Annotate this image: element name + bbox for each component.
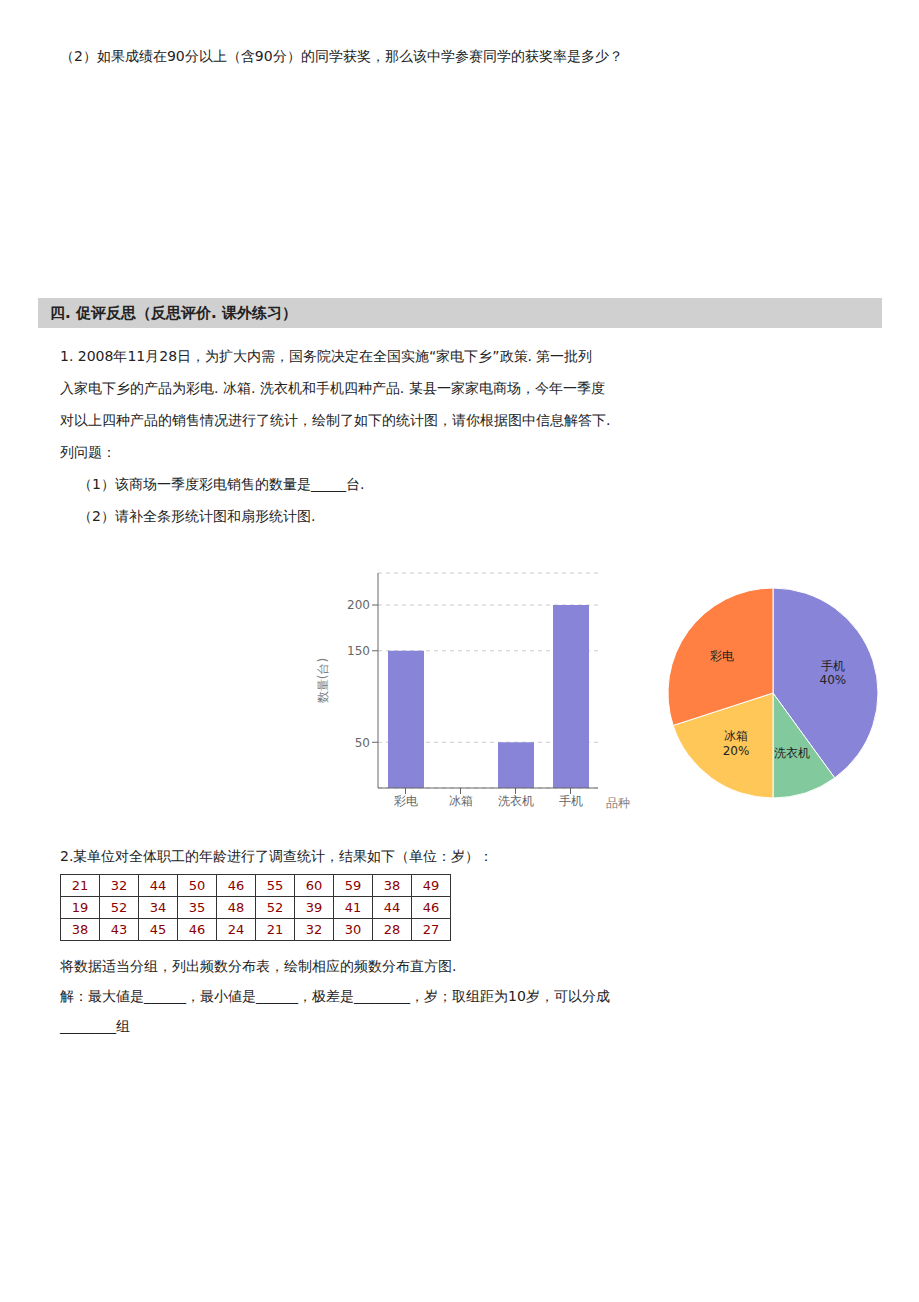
html-text:44: 44 (149, 878, 167, 893)
html-text:41: 41 (344, 900, 362, 915)
html-text:48: 48 (227, 900, 245, 915)
svg-text:50: 50 (355, 736, 370, 750)
html-text:32: 32 (305, 922, 323, 937)
html-text:32: 32 (110, 878, 128, 893)
html-text:（2）如果成绩在90分以上（含90分）的同学获奖，那么该中学: （2）如果成绩在90分以上（含90分）的同学获奖，那么该中学参赛同学的获奖率是多… (60, 48, 623, 64)
html-text:四. 促评反思（反思评价. 课外练习）: 四. 促评反思（反思评价. 课外练习） (50, 304, 297, 322)
html-text:解：最大値是______，最小値是______，极差是___: 解：最大値是______，最小値是______，极差是________，岁；取组… (60, 988, 610, 1004)
html-text:21: 21 (71, 878, 89, 893)
html-text:27: 27 (422, 922, 440, 937)
html-text:43: 43 (110, 922, 128, 937)
svg-text:数量(台): 数量(台) (316, 658, 330, 703)
svg-text:冰箱20%: 冰箱20% (723, 729, 750, 757)
html-text:38: 38 (383, 878, 401, 893)
html-text:35: 35 (188, 900, 206, 915)
svg-text:品种: 品种 (606, 796, 630, 810)
html-text:34: 34 (149, 900, 167, 915)
html-text:52: 52 (110, 900, 128, 915)
html-text:46: 46 (227, 878, 245, 893)
html-text:59: 59 (344, 878, 362, 893)
svg-text:200: 200 (347, 598, 370, 612)
svg-text:150: 150 (347, 644, 370, 658)
html-text:24: 24 (227, 922, 245, 937)
html-text:60: 60 (305, 878, 323, 893)
svg-text:洗衣机: 洗衣机 (774, 746, 810, 760)
html-text:45: 45 (149, 922, 167, 937)
html-text:列问题：: 列问题： (60, 444, 116, 460)
html-text:46: 46 (188, 922, 206, 937)
html-text:21: 21 (266, 922, 284, 937)
html-text:28: 28 (383, 922, 401, 937)
html-text:44: 44 (383, 900, 401, 915)
svg-text:手机: 手机 (559, 794, 583, 808)
html-text:19: 19 (71, 900, 89, 915)
html-text:________组: ________组 (60, 1018, 130, 1034)
html-text:2.某单位对全体职工的年龄进行了调查统计，结果如下（单位：岁: 2.某单位对全体职工的年龄进行了调查统计，结果如下（单位：岁）： (60, 848, 494, 864)
svg-text:洗衣机: 洗衣机 (498, 794, 534, 808)
html-text:对以上四种产品的销售情况进行了统计，绘制了如下的统计图，请你: 对以上四种产品的销售情况进行了统计，绘制了如下的统计图，请你根据图中信息解答下. (60, 412, 611, 428)
html-text:49: 49 (422, 878, 440, 893)
html-text:1. 2008年11月28日，为扩大内需，国务院决定在全国实: 1. 2008年11月28日，为扩大内需，国务院决定在全国实施“家电下乡”政策.… (60, 348, 593, 364)
svg-text:彩电: 彩电 (394, 794, 418, 808)
html-text:30: 30 (344, 922, 362, 937)
html-text:39: 39 (305, 900, 323, 915)
html-text:38: 38 (71, 922, 89, 937)
svg-text:手机40%: 手机40% (820, 659, 847, 687)
html-text:（2）请补全条形统计图和扇形统计图.: （2）请补全条形统计图和扇形统计图. (78, 508, 316, 524)
html-text:入家电下乡的产品为彩电. 冰箱. 洗衣机和手机四种产品. 某: 入家电下乡的产品为彩电. 冰箱. 洗衣机和手机四种产品. 某县一家家电商场，今年… (60, 380, 605, 396)
svg-text:彩电: 彩电 (710, 649, 734, 663)
html-text:52: 52 (266, 900, 284, 915)
svg-text:冰箱: 冰箱 (449, 794, 473, 808)
html-text:55: 55 (266, 878, 284, 893)
html-text:46: 46 (422, 900, 440, 915)
html-text:（1）该商场一季度彩电销售的数量是_____台.: （1）该商场一季度彩电销售的数量是_____台. (78, 476, 365, 492)
html-text:50: 50 (188, 878, 206, 893)
html-text:将数据适当分组，列出频数分布表，绘制相应的频数分布直方图.: 将数据适当分组，列出频数分布表，绘制相应的频数分布直方图. (60, 958, 457, 974)
